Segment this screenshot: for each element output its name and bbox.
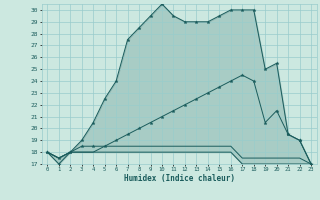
X-axis label: Humidex (Indice chaleur): Humidex (Indice chaleur) [124, 174, 235, 183]
